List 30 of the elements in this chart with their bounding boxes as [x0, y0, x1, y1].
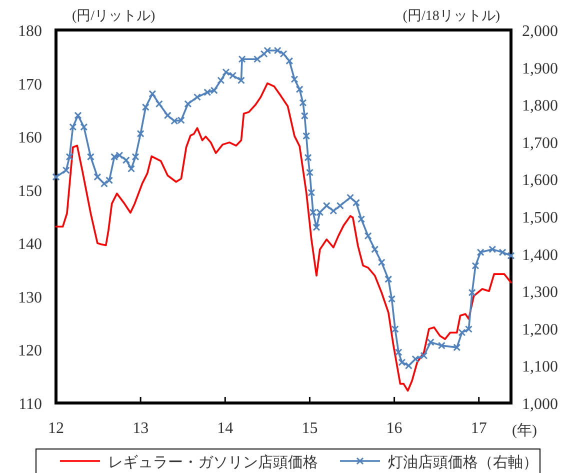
x-tick-label: 14 — [217, 420, 234, 437]
y2-tick-label: 1,400 — [522, 246, 558, 264]
y2-tick-label: 1,200 — [522, 321, 558, 338]
y-tick-label: 180 — [18, 23, 42, 40]
y2-axis-title: (円/18リットル) — [402, 9, 500, 24]
y2-tick-label: 2,000 — [522, 23, 558, 40]
x-axis-title: (年) — [512, 422, 537, 439]
y-tick-label: 120 — [18, 342, 42, 360]
y2-tick-label: 1,300 — [522, 284, 558, 302]
y-tick-label: 150 — [18, 182, 42, 200]
y-axis-title: (円/リットル) — [72, 9, 156, 24]
y-tick-label: 110 — [18, 396, 42, 413]
y-tick-label: 140 — [18, 236, 42, 254]
y2-tick-label: 1,900 — [522, 60, 558, 78]
y2-tick-label: 1,800 — [522, 98, 558, 115]
y2-tick-label: 1,700 — [522, 134, 558, 152]
y-tick-label: 160 — [18, 130, 42, 147]
y-tick-label: 170 — [18, 76, 42, 94]
legend-label: 灯油店頭価格（右軸） — [388, 454, 538, 471]
legend-label: レギュラー・ガソリン店頭価格 — [108, 454, 318, 471]
y-tick-label: 130 — [18, 289, 42, 306]
y2-tick-label: 1,500 — [522, 210, 558, 226]
y2-tick-label: 1,000 — [522, 396, 558, 413]
x-tick-label: 15 — [302, 420, 318, 437]
y2-tick-label: 1,600 — [522, 172, 558, 190]
x-tick-label: 12 — [48, 420, 64, 437]
x-tick-label: 13 — [132, 420, 149, 437]
x-tick-label: 17 — [470, 420, 487, 437]
x-tick-label: 16 — [386, 420, 402, 437]
y2-tick-label: 1,100 — [522, 358, 558, 376]
